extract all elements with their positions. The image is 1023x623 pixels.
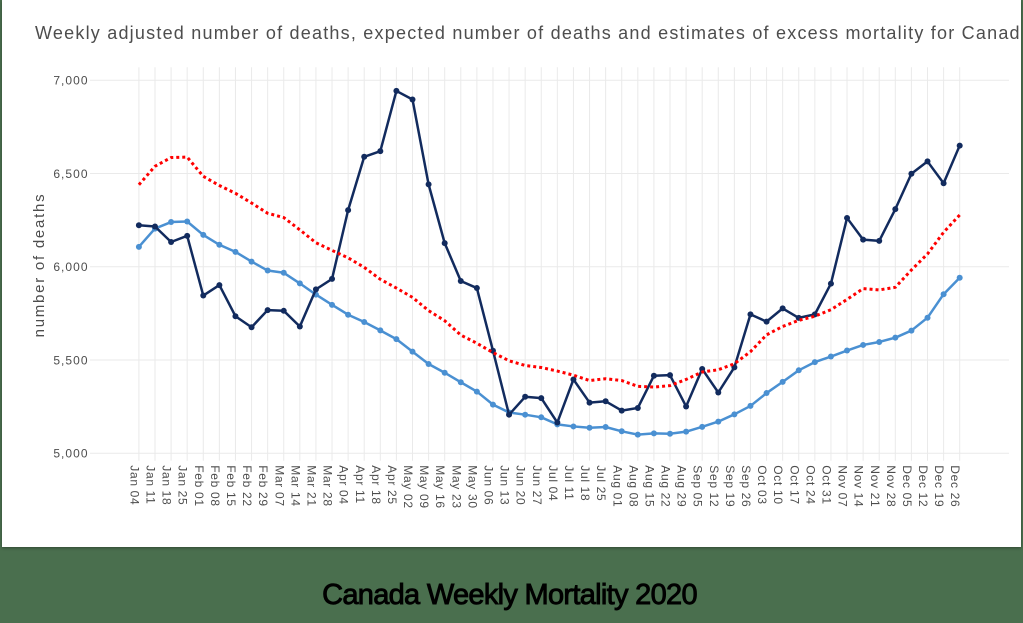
svg-text:Sep 26: Sep 26 — [739, 465, 753, 507]
svg-text:5,000: 5,000 — [53, 447, 88, 461]
svg-text:Apr 04: Apr 04 — [337, 465, 351, 504]
svg-text:Dec 12: Dec 12 — [916, 465, 930, 507]
svg-text:Mar 14: Mar 14 — [288, 465, 302, 506]
svg-text:Dec 05: Dec 05 — [900, 465, 914, 507]
svg-text:Aug 08: Aug 08 — [626, 465, 640, 507]
svg-text:Aug 29: Aug 29 — [675, 465, 689, 507]
svg-text:May 16: May 16 — [433, 465, 447, 508]
svg-text:number of deaths: number of deaths — [31, 193, 48, 338]
svg-text:Sep 12: Sep 12 — [707, 465, 721, 507]
svg-text:Apr 18: Apr 18 — [369, 465, 383, 504]
svg-text:7,000: 7,000 — [53, 74, 88, 88]
svg-text:May 23: May 23 — [449, 465, 463, 508]
svg-text:Jul 11: Jul 11 — [562, 465, 576, 500]
svg-text:Mar 21: Mar 21 — [304, 465, 318, 506]
svg-text:Oct 03: Oct 03 — [755, 465, 769, 504]
svg-text:Nov 14: Nov 14 — [852, 465, 866, 507]
svg-text:Jul 25: Jul 25 — [594, 465, 608, 501]
svg-text:Nov 28: Nov 28 — [884, 465, 898, 507]
svg-text:Jan 25: Jan 25 — [176, 465, 190, 505]
svg-text:May 30: May 30 — [465, 465, 479, 508]
svg-text:Nov 07: Nov 07 — [836, 465, 850, 507]
svg-text:Jan 04: Jan 04 — [127, 465, 141, 505]
svg-text:Jul 18: Jul 18 — [578, 465, 592, 501]
svg-text:Oct 17: Oct 17 — [787, 465, 801, 504]
svg-text:Oct 31: Oct 31 — [819, 465, 833, 504]
svg-text:6,500: 6,500 — [53, 167, 88, 181]
svg-text:Aug 01: Aug 01 — [610, 465, 624, 507]
svg-text:Sep 19: Sep 19 — [723, 465, 737, 507]
svg-text:Mar 28: Mar 28 — [321, 465, 335, 506]
svg-text:Dec 19: Dec 19 — [932, 465, 946, 507]
svg-text:6,000: 6,000 — [53, 260, 88, 274]
svg-text:Jun 20: Jun 20 — [514, 465, 528, 505]
svg-text:Feb 29: Feb 29 — [256, 465, 270, 506]
svg-text:May 02: May 02 — [401, 465, 415, 508]
svg-text:Aug 22: Aug 22 — [659, 465, 673, 507]
svg-text:Jun 13: Jun 13 — [498, 465, 512, 505]
svg-text:Apr 25: Apr 25 — [385, 465, 399, 504]
svg-text:Feb 08: Feb 08 — [208, 465, 222, 506]
svg-text:5,500: 5,500 — [53, 353, 88, 367]
svg-text:Sep 05: Sep 05 — [691, 465, 705, 507]
svg-text:Feb 22: Feb 22 — [240, 465, 254, 506]
svg-text:Oct 10: Oct 10 — [771, 465, 785, 504]
svg-text:Jun 06: Jun 06 — [482, 465, 496, 505]
svg-text:Feb 15: Feb 15 — [224, 465, 238, 506]
svg-text:Mar 07: Mar 07 — [272, 465, 286, 506]
svg-text:Aug 15: Aug 15 — [642, 465, 656, 507]
svg-text:Oct 24: Oct 24 — [803, 465, 817, 504]
svg-text:Jan 18: Jan 18 — [160, 465, 174, 505]
svg-text:Feb 01: Feb 01 — [192, 465, 206, 506]
svg-text:Jun 27: Jun 27 — [530, 465, 544, 505]
svg-text:Weekly adjusted number of deat: Weekly adjusted number of deaths, expect… — [35, 23, 1021, 43]
svg-text:Jan 11: Jan 11 — [144, 465, 158, 504]
svg-text:Apr 11: Apr 11 — [353, 465, 367, 504]
svg-text:Jul 04: Jul 04 — [546, 465, 560, 501]
svg-text:Nov 21: Nov 21 — [868, 465, 882, 507]
svg-text:May 09: May 09 — [417, 465, 431, 508]
svg-text:Dec 26: Dec 26 — [948, 465, 962, 507]
